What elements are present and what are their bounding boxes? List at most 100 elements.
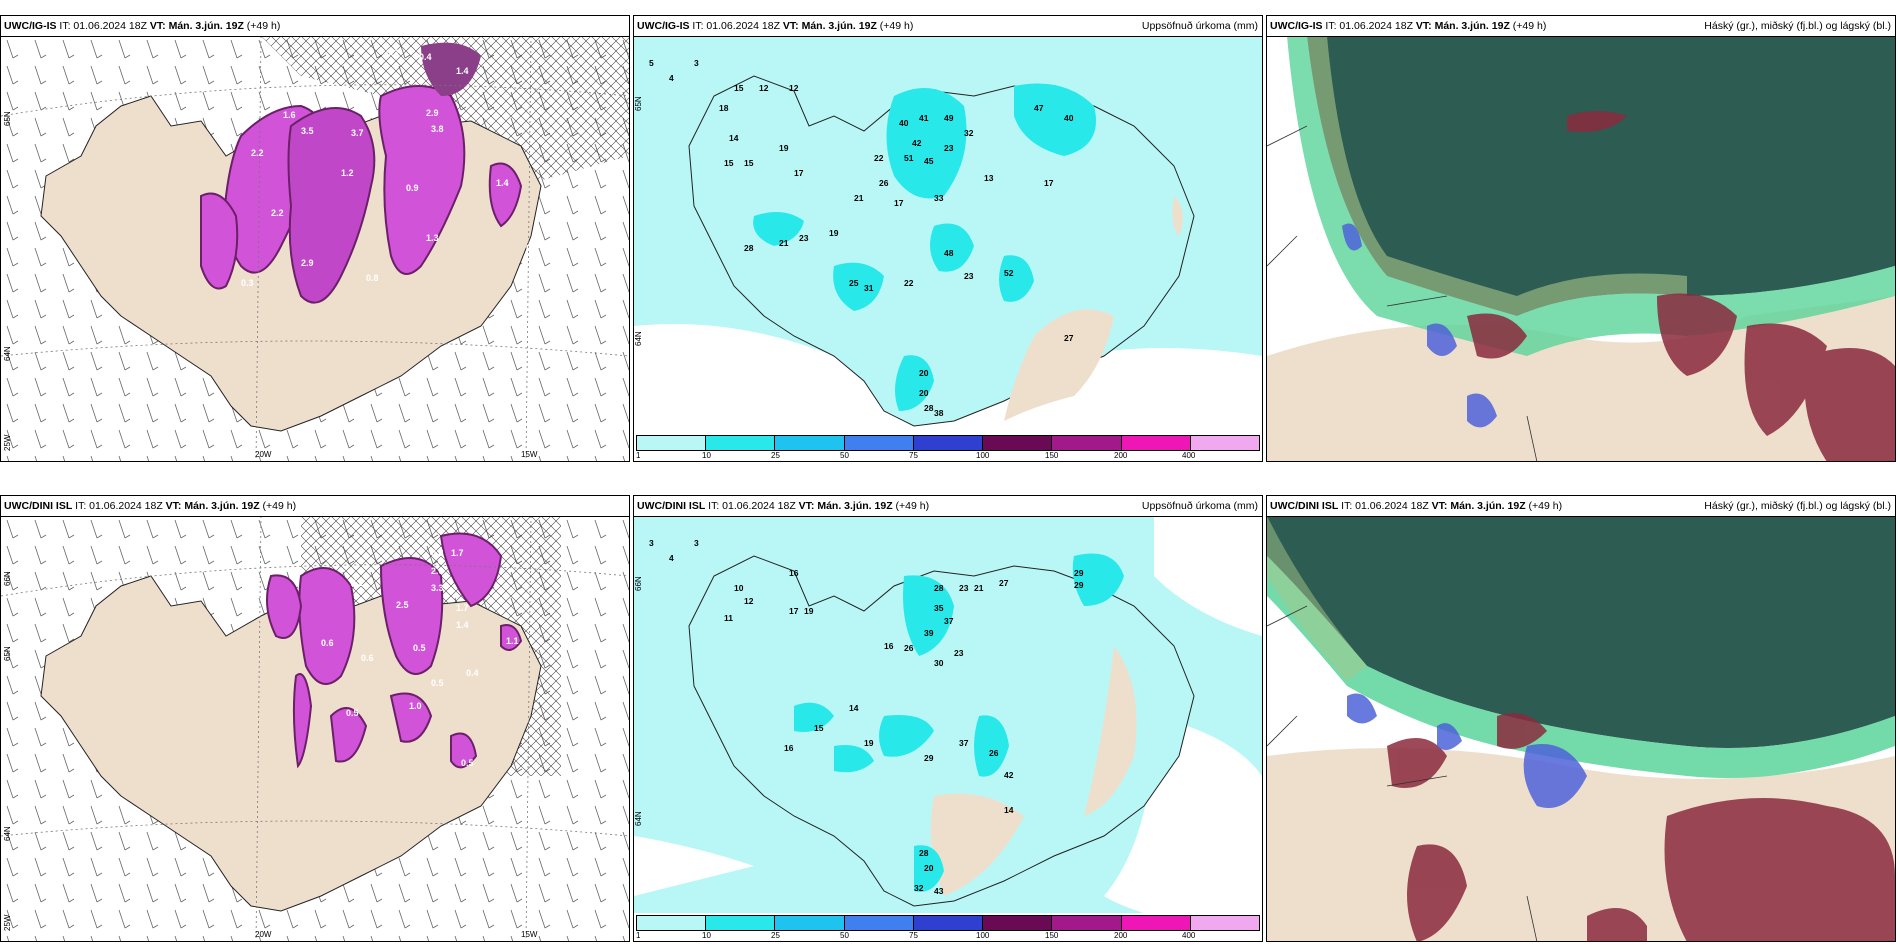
svg-text:22: 22 <box>904 278 914 288</box>
lat-label: 66N <box>3 571 12 586</box>
legend-tick: 10 <box>702 931 711 940</box>
panel-snow-wind-dini: UWC/DINI ISL IT: 01.06.2024 18Z VT: Mán.… <box>0 495 630 942</box>
valid-time: VT: Mán. 3.jún. 19Z <box>798 500 893 512</box>
lat-label: 65N <box>3 111 12 126</box>
svg-text:13: 13 <box>984 173 994 183</box>
svg-text:20: 20 <box>919 388 929 398</box>
model-name: UWC/DINI ISL <box>1270 500 1339 512</box>
svg-text:16: 16 <box>884 641 894 651</box>
svg-text:23: 23 <box>954 648 964 658</box>
model-name: UWC/IG-IS <box>4 20 57 32</box>
valid-time: VT: Mán. 3.jún. 19Z <box>1431 500 1526 512</box>
svg-text:23: 23 <box>799 233 809 243</box>
svg-text:27: 27 <box>999 578 1009 588</box>
legend-tick: 150 <box>1045 451 1059 460</box>
svg-text:12: 12 <box>744 596 754 606</box>
panel-header: UWC/IG-IS IT: 01.06.2024 18Z VT: Mán. 3.… <box>1267 16 1895 37</box>
legend-swatch <box>775 436 845 450</box>
svg-text:30: 30 <box>934 658 944 668</box>
legend-tick: 100 <box>976 451 990 460</box>
svg-text:49: 49 <box>944 113 954 123</box>
svg-text:25: 25 <box>849 278 859 288</box>
lead-time: (+49 h) <box>895 500 930 512</box>
legend-tick: 200 <box>1114 931 1128 940</box>
svg-text:0.6: 0.6 <box>361 653 374 663</box>
blue-cloud-blobs <box>1342 223 1497 428</box>
legend-swatch <box>706 436 776 450</box>
model-name: UWC/IG-IS <box>637 20 690 32</box>
legend-tick: 100 <box>976 931 990 940</box>
panel-precip-igis: UWC/IG-IS IT: 01.06.2024 18Z VT: Mán. 3.… <box>633 15 1263 462</box>
svg-text:11: 11 <box>724 613 733 623</box>
svg-text:2.9: 2.9 <box>301 258 314 268</box>
svg-text:0.4: 0.4 <box>466 668 479 678</box>
legend-swatch <box>1121 916 1191 930</box>
svg-text:37: 37 <box>944 616 954 626</box>
legend-ticks: 1 10 25 50 75 100 150 200 400 <box>636 931 1260 941</box>
svg-text:0.3: 0.3 <box>241 278 254 288</box>
precip-cyan-areas <box>794 553 1124 892</box>
valid-time: VT: Mán. 3.jún. 19Z <box>165 500 260 512</box>
svg-text:23: 23 <box>964 271 974 281</box>
svg-text:4: 4 <box>669 73 674 83</box>
svg-text:28: 28 <box>924 403 934 413</box>
svg-text:0.5: 0.5 <box>413 643 426 653</box>
legend-tick: 25 <box>771 931 780 940</box>
svg-text:16: 16 <box>784 743 794 753</box>
lat-label: 25W <box>3 914 12 931</box>
svg-text:20: 20 <box>924 863 934 873</box>
svg-text:22: 22 <box>874 153 884 163</box>
svg-text:28: 28 <box>934 583 944 593</box>
legend-swatch <box>1190 436 1259 450</box>
svg-text:16: 16 <box>789 568 799 578</box>
svg-text:0.5: 0.5 <box>346 708 359 718</box>
svg-text:0.9: 0.9 <box>406 183 419 193</box>
svg-text:1.3: 1.3 <box>426 233 439 243</box>
svg-text:37: 37 <box>959 738 969 748</box>
svg-text:48: 48 <box>944 248 954 258</box>
lat-label: 25W <box>3 434 12 451</box>
svg-text:2.5: 2.5 <box>396 600 409 610</box>
svg-text:20: 20 <box>919 368 929 378</box>
legend-tick: 150 <box>1045 931 1059 940</box>
legend-tick: 1 <box>636 451 641 460</box>
svg-text:21: 21 <box>974 583 984 593</box>
lat-label: 64N <box>634 811 643 826</box>
blue-cloud-blobs <box>1347 693 1587 808</box>
legend-swatch <box>637 916 707 930</box>
panel-snow-wind-igis: UWC/IG-IS IT: 01.06.2024 18Z VT: Mán. 3.… <box>0 15 630 462</box>
svg-text:14: 14 <box>849 703 859 713</box>
svg-text:12: 12 <box>759 83 769 93</box>
init-time: IT: 01.06.2024 18Z <box>1341 500 1429 512</box>
svg-text:1.4: 1.4 <box>456 66 469 76</box>
svg-text:3.7: 3.7 <box>351 128 364 138</box>
panel-clouds-igis: UWC/IG-IS IT: 01.06.2024 18Z VT: Mán. 3.… <box>1266 15 1896 462</box>
svg-text:52: 52 <box>1004 268 1014 278</box>
svg-text:1.7: 1.7 <box>456 603 469 613</box>
legend-tick: 75 <box>909 931 918 940</box>
snow-wind-map: 0.3 0.4 1.4 1.6 3.5 3.7 2.9 3.8 2.2 1.2 0.9 2.2 … <box>1 36 629 461</box>
svg-text:1.2: 1.2 <box>341 168 354 178</box>
legend-swatch <box>983 916 1053 930</box>
svg-text:39: 39 <box>924 628 934 638</box>
svg-text:29: 29 <box>1074 568 1084 578</box>
svg-text:32: 32 <box>914 883 924 893</box>
svg-text:18: 18 <box>719 103 729 113</box>
svg-text:23: 23 <box>944 143 954 153</box>
valid-time: VT: Mán. 3.jún. 19Z <box>1415 20 1510 32</box>
high-cloud-area <box>1267 516 1895 748</box>
svg-text:1.6: 1.6 <box>283 110 296 120</box>
model-name: UWC/IG-IS <box>1270 20 1323 32</box>
svg-text:31: 31 <box>864 283 874 293</box>
svg-text:40: 40 <box>899 118 909 128</box>
legend-tick: 50 <box>840 451 849 460</box>
model-name: UWC/DINI ISL <box>4 500 73 512</box>
init-time: IT: 01.06.2024 18Z <box>59 20 147 32</box>
precip-legend: 1 10 25 50 75 100 150 200 400 <box>634 913 1262 941</box>
legend-tick: 50 <box>840 931 849 940</box>
legend-swatch <box>1052 436 1122 450</box>
svg-text:29: 29 <box>924 753 934 763</box>
legend-tick: 200 <box>1114 451 1128 460</box>
lat-label: 65N <box>3 646 12 661</box>
svg-text:47: 47 <box>1034 103 1044 113</box>
